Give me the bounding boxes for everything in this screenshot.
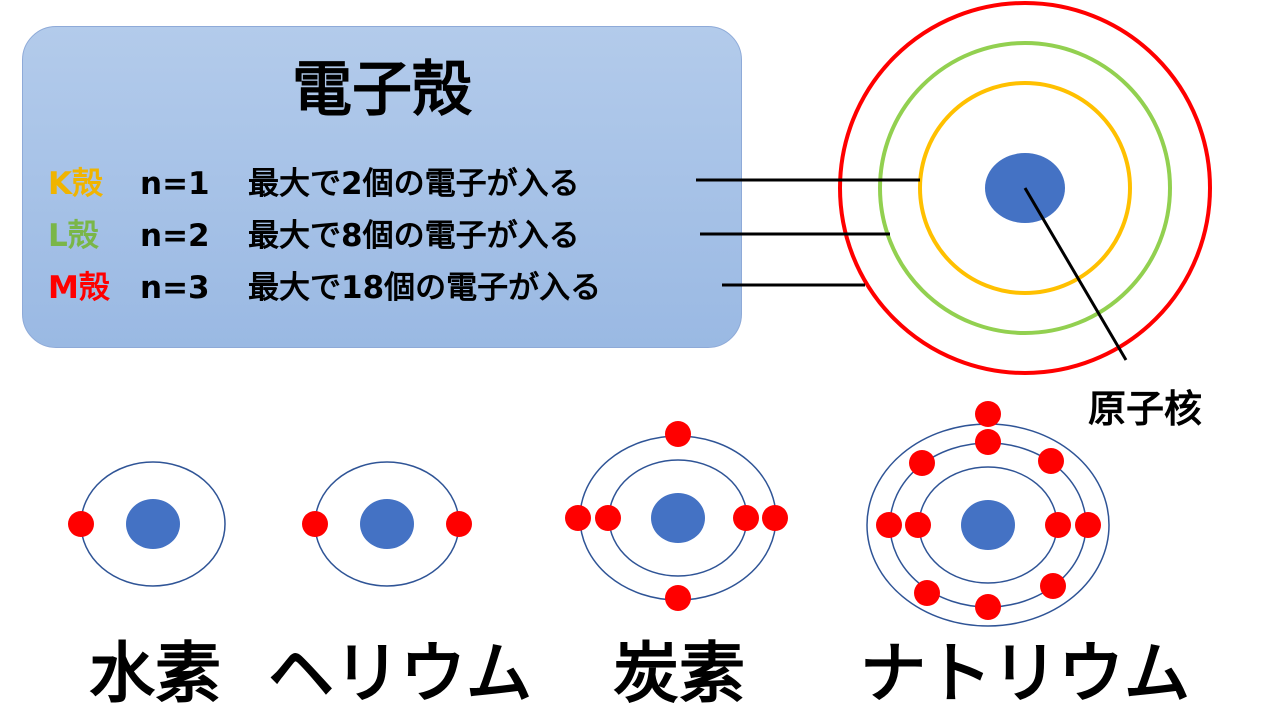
shell-quantum-number-m: n=3	[140, 270, 210, 306]
nucleus	[360, 499, 414, 549]
shell-name-m: M殻	[48, 270, 110, 306]
shell-quantum-number-k: n=1	[140, 166, 210, 202]
shell-name-l: L殻	[48, 218, 99, 254]
electron	[595, 505, 621, 531]
electron	[975, 429, 1001, 455]
atom-label-carbon: 炭素	[613, 635, 745, 712]
nucleus	[651, 493, 705, 543]
nucleus	[126, 499, 180, 549]
m-shell-ring	[838, 1, 1212, 375]
atom-label-helium: ヘリウム	[268, 635, 532, 712]
electron	[302, 511, 328, 537]
l-shell-ring	[878, 41, 1172, 335]
shell-quantum-number-l: n=2	[140, 218, 210, 254]
atom-sodium	[866, 401, 1110, 627]
electron	[1040, 573, 1066, 599]
electron	[446, 511, 472, 537]
electron	[1038, 448, 1064, 474]
page-title: 電子殻	[292, 55, 472, 125]
atom-helium	[302, 461, 472, 587]
atom-label-sodium: ナトリウム	[860, 635, 1190, 712]
shell-description-k: 最大で2個の電子が入る	[248, 166, 580, 202]
electron	[1045, 512, 1071, 538]
shell-row-k: K殻 n=1 最大で2個の電子が入る	[48, 162, 580, 206]
electron	[665, 585, 691, 611]
shell-info-box	[22, 26, 742, 348]
electron	[1075, 512, 1101, 538]
electron	[876, 512, 902, 538]
nucleus	[961, 500, 1015, 550]
shell-row-l: L殻 n=2 最大で8個の電子が入る	[48, 214, 580, 258]
shell-name-k: K殻	[48, 166, 104, 202]
nucleus-label: 原子核	[1088, 387, 1203, 431]
electron	[68, 511, 94, 537]
pointer-line-nucleus	[1023, 187, 1128, 361]
electron	[909, 450, 935, 476]
shell-description-m: 最大で18個の電子が入る	[248, 270, 602, 306]
k-shell-ring	[918, 81, 1132, 295]
electron	[733, 505, 759, 531]
shell-description-l: 最大で8個の電子が入る	[248, 218, 580, 254]
electron	[975, 401, 1001, 427]
shell-row-m: M殻 n=3 最大で18個の電子が入る	[48, 266, 601, 310]
electron	[762, 505, 788, 531]
electron	[914, 580, 940, 606]
electron	[975, 594, 1001, 620]
electron	[565, 505, 591, 531]
atom-carbon	[565, 421, 788, 611]
electron	[905, 512, 931, 538]
electron	[665, 421, 691, 447]
atom-label-hydrogen: 水素	[89, 635, 221, 712]
atom-hydrogen	[68, 461, 226, 587]
